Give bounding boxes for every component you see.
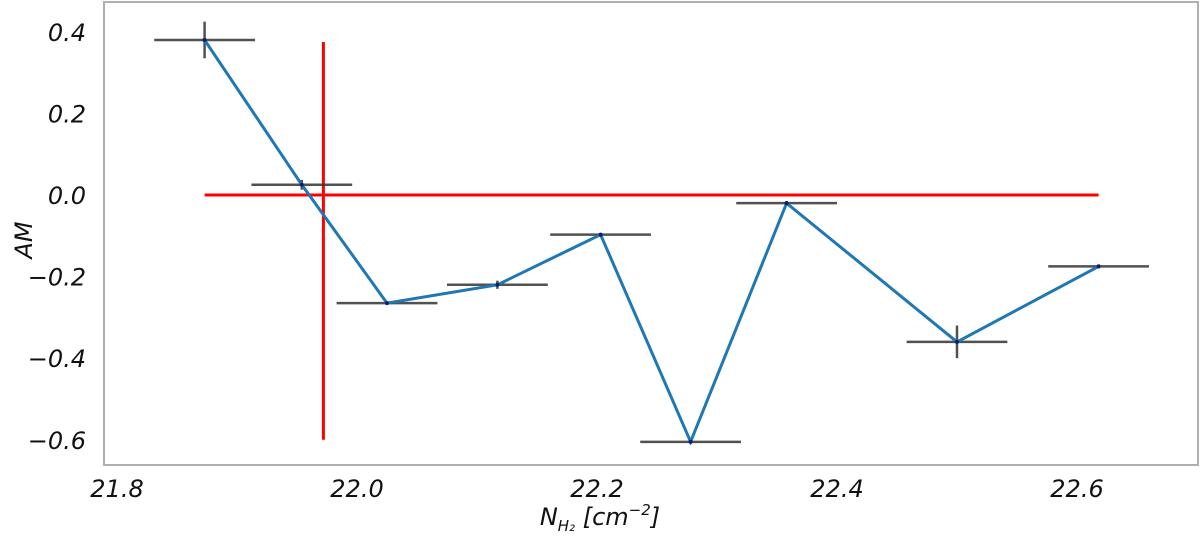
y-tick-label: 0.0 — [48, 182, 86, 210]
x-axis-ticks: 21.8 22.0 22.2 22.4 22.6 — [90, 475, 1103, 503]
data-point — [495, 282, 500, 287]
x-axis-label: NH₂ [cm−2] — [540, 501, 660, 535]
y-axis-label: AM — [10, 221, 38, 260]
y-tick-label: 0.4 — [48, 19, 86, 47]
data-point — [784, 201, 789, 206]
data-point — [598, 232, 603, 237]
y-tick-label: −0.6 — [28, 427, 86, 455]
x-label-main: N — [540, 503, 558, 531]
data-point — [1096, 264, 1101, 269]
y-tick-label: 0.2 — [48, 100, 86, 128]
x-label-close: ] — [650, 503, 660, 531]
x-label-superscript: −2 — [629, 501, 651, 519]
data-point — [955, 339, 959, 344]
x-label-subscript: H₂ — [558, 517, 575, 535]
x-label-unit: [cm — [575, 503, 629, 531]
data-point — [202, 37, 207, 42]
y-axis-ticks: 0.4 0.2 0.0 −0.2 −0.4 −0.6 — [28, 19, 86, 455]
x-tick-label: 22.6 — [1050, 475, 1103, 503]
x-tick-label: 22.4 — [810, 475, 863, 503]
data-point — [688, 439, 693, 444]
y-tick-label: −0.4 — [28, 345, 86, 373]
data-point — [385, 301, 389, 306]
x-tick-label: 21.8 — [90, 475, 143, 503]
data-points — [202, 37, 1101, 444]
data-point — [299, 182, 304, 187]
x-tick-label: 22.0 — [330, 475, 383, 503]
axes-frame — [103, 1, 1199, 466]
y-tick-label: −0.2 — [28, 264, 86, 292]
reference-lines — [204, 42, 1099, 440]
x-tick-label: 22.2 — [570, 475, 623, 503]
